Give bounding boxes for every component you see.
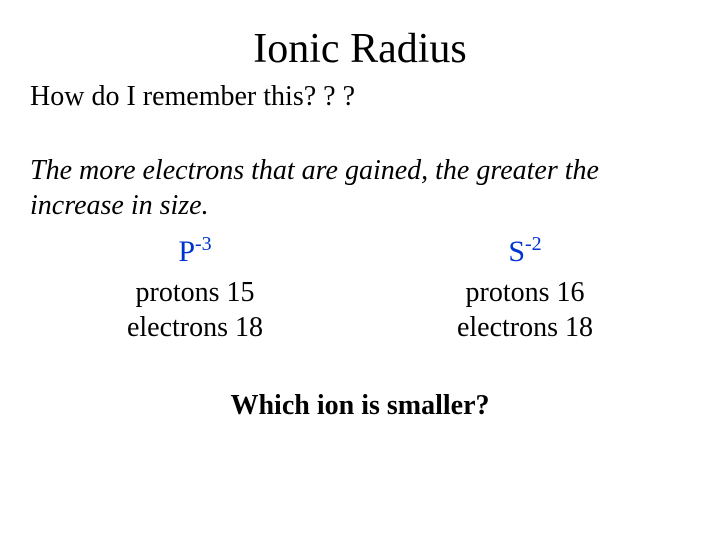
slide-subtitle: How do I remember this? ? ? [30,81,690,113]
slide-container: Ionic Radius How do I remember this? ? ?… [0,0,720,442]
ion-right-symbol: S [508,235,525,268]
ion-left-symbol: P [178,235,195,268]
protons-right: protons 16 [377,275,674,310]
ion-right: S-2 [377,233,674,269]
slide-title: Ionic Radius [30,25,690,73]
electrons-row: electrons 18 electrons 18 [30,310,690,345]
protons-row: protons 15 protons 16 [30,275,690,310]
ion-right-charge: -2 [525,233,542,255]
protons-left: protons 15 [47,275,344,310]
question-text: Which ion is smaller? [30,390,690,422]
ion-left: P-3 [47,233,344,269]
body-text: The more electrons that are gained, the … [30,153,690,223]
electrons-left: electrons 18 [47,310,344,345]
electrons-right: electrons 18 [377,310,674,345]
ion-left-charge: -3 [195,233,212,255]
ion-row: P-3 S-2 [30,233,690,269]
